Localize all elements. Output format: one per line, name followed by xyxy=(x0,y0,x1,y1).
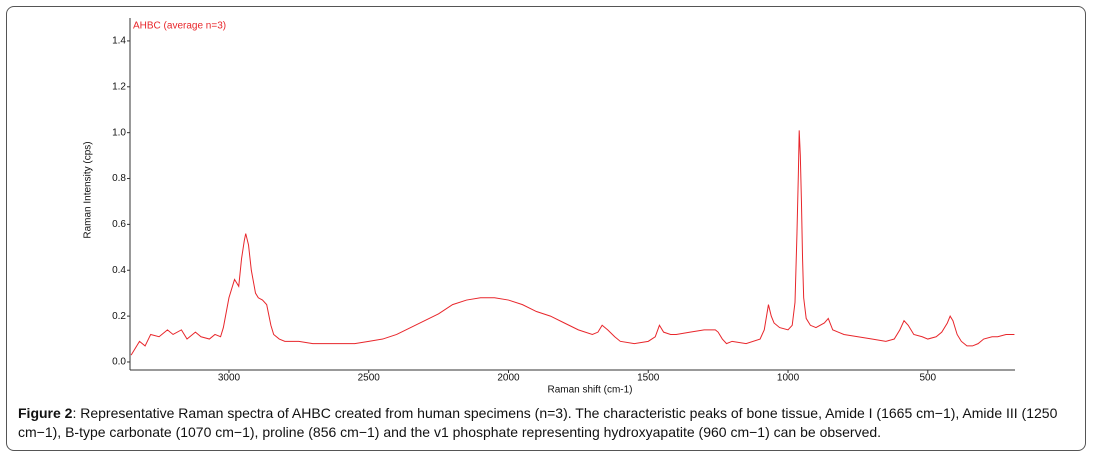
caption-text: : Representative Raman spectra of AHBC c… xyxy=(18,405,1058,440)
x-tick-label: 2000 xyxy=(497,373,520,384)
x-tick-label: 3000 xyxy=(218,373,241,384)
x-tick-label: 1000 xyxy=(777,373,800,384)
y-tick-label: 1.2 xyxy=(112,81,126,92)
y-axis-label: Raman Intensity (cps) xyxy=(83,141,94,238)
spectrum-line xyxy=(130,130,1015,356)
legend-label: AHBC (average n=3) xyxy=(133,21,226,32)
x-tick-label: 2500 xyxy=(358,373,381,384)
y-tick-label: 0.0 xyxy=(112,357,126,368)
y-tick-label: 1.4 xyxy=(112,36,126,47)
y-tick-label: 0.8 xyxy=(112,173,126,184)
y-tick-label: 1.0 xyxy=(112,127,126,138)
chart: Raman shift (cm-1) Raman Intensity (cps)… xyxy=(83,18,1015,396)
x-tick-label: 1500 xyxy=(637,373,660,384)
caption-label: Figure 2 xyxy=(18,405,73,421)
caption: Figure 2: Representative Raman spectra o… xyxy=(18,404,1078,442)
y-tick-label: 0.2 xyxy=(112,311,126,322)
y-tick-label: 0.4 xyxy=(112,265,126,276)
figure-frame xyxy=(6,6,1086,451)
x-tick-label: 500 xyxy=(919,373,936,384)
y-tick-label: 0.6 xyxy=(112,219,126,230)
x-axis-label: Raman shift (cm-1) xyxy=(547,385,632,396)
